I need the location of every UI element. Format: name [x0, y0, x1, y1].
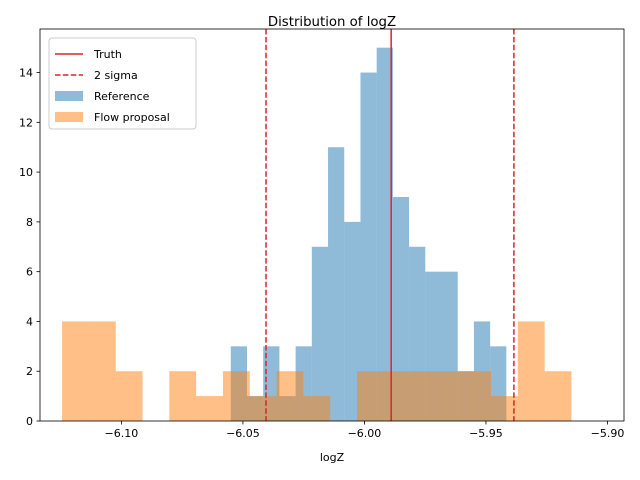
plot-frame: [39, 28, 625, 422]
bar-flow-proposal: [544, 371, 572, 421]
bar-flow-proposal: [464, 371, 492, 421]
x-tick-label: −6.05: [226, 427, 260, 440]
plot-lines: [265, 29, 515, 421]
y-tick-label: 12: [19, 116, 33, 129]
x-tick-label: −6.00: [348, 427, 382, 440]
legend-label: Reference: [94, 90, 150, 103]
bar-reference: [376, 47, 393, 422]
legend-swatch: [55, 112, 83, 122]
legend-label: 2 sigma: [94, 69, 138, 82]
x-axis-label: logZ: [320, 451, 345, 464]
x-tick-label: −5.95: [469, 427, 503, 440]
bar-flow-proposal: [517, 321, 545, 421]
bar-flow-proposal: [222, 371, 250, 421]
y-tick-label: 10: [19, 166, 33, 179]
bar-flow-proposal: [115, 371, 143, 421]
plot-bars: [62, 47, 572, 422]
bar-flow-proposal: [303, 396, 331, 421]
bar-flow-proposal: [410, 371, 438, 421]
y-tick-label: 8: [26, 216, 33, 229]
bar-reference: [360, 72, 377, 422]
legend-box: [48, 37, 197, 130]
bar-reference: [328, 147, 345, 421]
bar-flow-proposal: [88, 321, 116, 421]
y-tick-label: 0: [26, 415, 33, 428]
bar-flow-proposal: [383, 371, 411, 421]
x-tick-label: −5.90: [591, 427, 625, 440]
bar-flow-proposal: [249, 396, 277, 421]
bar-flow-proposal: [276, 371, 304, 421]
bar-reference: [392, 197, 410, 421]
bar-flow-proposal: [169, 371, 197, 421]
chart-title: Distribution of logZ: [268, 15, 396, 30]
legend: Truth 2 sigma Reference Flow proposal: [48, 37, 197, 130]
y-tick-label: 14: [19, 67, 33, 80]
y-tick-label: 2: [26, 365, 33, 378]
bar-reference: [344, 221, 361, 421]
legend-label: Flow proposal: [94, 111, 170, 124]
legend-swatch: [55, 91, 83, 101]
bar-flow-proposal: [62, 321, 89, 421]
y-tick-label: 6: [26, 266, 33, 279]
x-tick-label: −6.10: [105, 427, 139, 440]
x-axis: −6.10 −6.05 −6.00 −5.95 −5.90: [105, 421, 625, 440]
bar-flow-proposal: [437, 371, 465, 421]
bar-flow-proposal: [196, 396, 223, 421]
legend-label: Truth: [93, 48, 122, 61]
bar-reference: [311, 246, 329, 421]
bar-flow-proposal: [356, 371, 384, 421]
y-axis: 0 2 4 6 8 10 12 14: [19, 67, 40, 428]
y-tick-label: 4: [26, 315, 33, 328]
